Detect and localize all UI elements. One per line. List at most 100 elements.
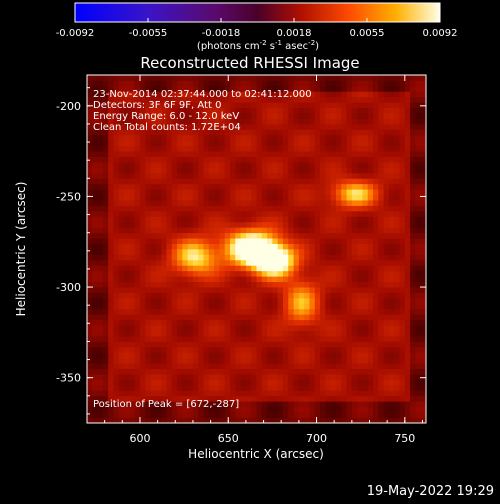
heatmap-cell xyxy=(267,145,273,152)
heatmap-cell xyxy=(267,91,273,98)
heatmap-cell xyxy=(118,183,125,190)
heatmap-cell xyxy=(92,341,98,348)
heatmap-cell xyxy=(335,129,342,136)
heatmap-cell xyxy=(182,254,189,261)
heatmap-cell xyxy=(346,156,353,163)
heatmap-cell xyxy=(187,254,194,261)
heatmap-cell xyxy=(404,259,411,266)
heatmap-cell xyxy=(394,232,400,239)
heatmap-cell xyxy=(267,216,273,223)
heatmap-cell xyxy=(124,406,130,413)
heatmap-cell xyxy=(346,325,353,331)
heatmap-cell xyxy=(341,276,347,283)
heatmap-cell xyxy=(304,368,310,375)
heatmap-cell xyxy=(383,189,390,196)
heatmap-cell xyxy=(198,134,204,141)
heatmap-cell xyxy=(357,189,363,196)
heatmap-cell xyxy=(362,75,369,81)
heatmap-cell xyxy=(378,167,385,174)
heatmap-cell xyxy=(399,346,406,353)
heatmap-cell xyxy=(97,75,104,81)
heatmap-cell xyxy=(219,374,226,380)
heatmap-cell xyxy=(235,281,242,288)
heatmap-cell xyxy=(161,145,167,152)
heatmap-cell xyxy=(399,221,406,228)
heatmap-cell xyxy=(415,210,422,217)
heatmap-cell xyxy=(97,183,104,190)
heatmap-cell xyxy=(139,281,146,288)
heatmap-cell xyxy=(150,401,157,408)
heatmap-cell xyxy=(378,319,385,326)
heatmap-cell xyxy=(240,113,247,119)
heatmap-cell xyxy=(92,363,98,370)
heatmap-cell xyxy=(245,156,252,163)
heatmap-cell xyxy=(267,259,273,266)
heatmap-cell xyxy=(145,178,151,185)
heatmap-cell xyxy=(399,85,406,92)
heatmap-cell xyxy=(224,276,231,283)
heatmap-cell xyxy=(367,276,374,283)
heatmap-cell xyxy=(304,183,310,190)
heatmap-cell xyxy=(410,249,416,255)
heatmap-cell xyxy=(293,145,300,152)
heatmap-cell xyxy=(161,384,167,391)
heatmap-cell xyxy=(87,194,93,201)
heatmap-cell xyxy=(330,145,337,152)
heatmap-cell xyxy=(394,238,400,244)
heatmap-cell xyxy=(155,249,162,255)
heatmap-cell xyxy=(187,412,194,418)
heatmap-cell xyxy=(304,200,310,206)
heatmap-cell xyxy=(203,140,210,147)
heatmap-cell xyxy=(92,406,98,413)
heatmap-cell xyxy=(214,134,220,141)
heatmap-cell xyxy=(304,232,310,239)
heatmap-cell xyxy=(155,357,162,364)
heatmap-cell xyxy=(198,265,204,272)
heatmap-cell xyxy=(113,325,120,331)
heatmap-cell xyxy=(267,297,273,304)
heatmap-cell xyxy=(177,319,183,326)
heatmap-cell xyxy=(182,232,189,239)
heatmap-cell xyxy=(102,276,109,283)
heatmap-cell xyxy=(341,221,347,228)
heatmap-cell xyxy=(129,145,136,152)
heatmap-cell xyxy=(335,243,342,250)
heatmap-cell xyxy=(214,412,220,418)
heatmap-cell xyxy=(404,336,411,342)
heatmap-cell xyxy=(362,276,369,283)
heatmap-cell xyxy=(357,162,363,168)
heatmap-cell xyxy=(145,390,151,397)
heatmap-cell xyxy=(108,243,114,250)
heatmap-cell xyxy=(282,292,289,299)
heatmap-cell xyxy=(277,96,284,103)
heatmap-cell xyxy=(351,308,358,315)
heatmap-cell xyxy=(351,368,358,375)
heatmap-cell xyxy=(129,167,136,174)
heatmap-cell xyxy=(388,276,395,283)
heatmap-cell xyxy=(118,341,125,348)
heatmap-cell xyxy=(330,227,337,234)
heatmap-cell xyxy=(171,145,178,152)
heatmap-cell xyxy=(288,216,294,223)
heatmap-cell xyxy=(362,314,369,321)
heatmap-cell xyxy=(256,123,263,130)
heatmap-cell xyxy=(139,189,146,196)
heatmap-cell xyxy=(415,330,422,337)
heatmap-cell xyxy=(304,194,310,201)
heatmap-cell xyxy=(277,200,284,206)
heatmap-cell xyxy=(113,308,120,315)
heatmap-cell xyxy=(378,368,385,375)
heatmap-cell xyxy=(420,113,427,119)
heatmap-cell xyxy=(330,210,337,217)
heatmap-cell xyxy=(267,341,273,348)
heatmap-cell xyxy=(410,85,416,92)
heatmap-cell xyxy=(230,390,236,397)
heatmap-cell xyxy=(187,401,194,408)
heatmap-cell xyxy=(256,113,263,119)
heatmap-cell xyxy=(203,238,210,244)
heatmap-cell xyxy=(282,341,289,348)
heatmap-cell xyxy=(192,123,199,130)
heatmap-cell xyxy=(293,390,300,397)
heatmap-cell xyxy=(129,281,136,288)
heatmap-cell xyxy=(288,151,294,157)
